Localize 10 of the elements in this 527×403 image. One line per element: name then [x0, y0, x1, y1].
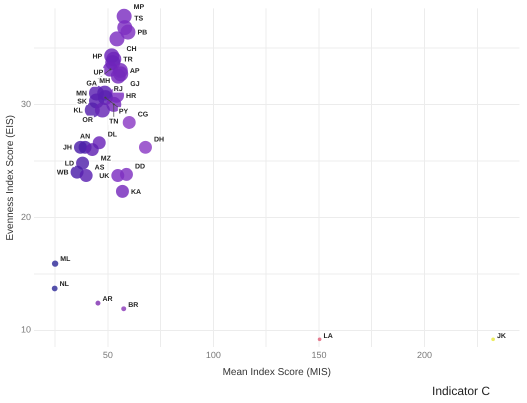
y-axis-title: Evenness Index Score (EIS)	[4, 114, 16, 241]
legend-title: Indicator C	[432, 384, 490, 398]
x-tick-label: 200	[416, 350, 432, 360]
x-tick-label: 100	[206, 350, 221, 360]
y-tick-label: 20	[20, 212, 32, 222]
x-tick-label: 150	[311, 350, 326, 360]
x-axis-title: Mean Index Score (MIS)	[222, 366, 331, 378]
y-tick-label: 10	[20, 324, 32, 335]
y-tick-label: 30	[20, 98, 32, 109]
x-tick-label: 50	[102, 350, 113, 360]
